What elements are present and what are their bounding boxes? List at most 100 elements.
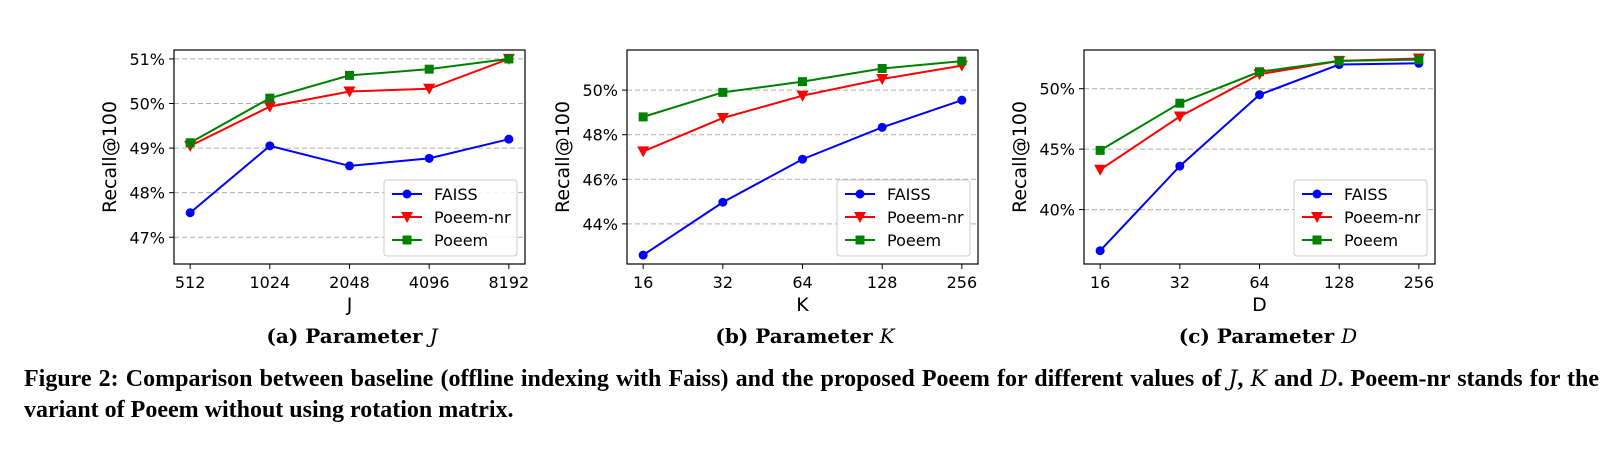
legend-label: Poeem-nr bbox=[434, 208, 511, 227]
data-point bbox=[876, 73, 889, 85]
legend-box bbox=[1293, 179, 1428, 257]
subcaption-a-param: J bbox=[429, 324, 438, 348]
series-faiss bbox=[638, 95, 967, 260]
data-point bbox=[718, 197, 728, 207]
x-tick-label: 256 bbox=[1404, 273, 1435, 292]
chart-panel-2: 40% 45% 50% 16 32 64 128 256 D Recall@100 FAISS Poe… bbox=[1009, 49, 1436, 316]
y-axis-title: Recall@100 bbox=[552, 101, 574, 213]
x-tick-label: 4096 bbox=[409, 273, 450, 292]
legend-swatch-marker bbox=[1312, 189, 1322, 199]
data-point bbox=[957, 95, 967, 105]
x-tick-label: 1024 bbox=[249, 273, 290, 292]
subcaption-b-param: K bbox=[879, 324, 895, 348]
data-point bbox=[185, 138, 195, 148]
caption-comma: , bbox=[1237, 366, 1251, 392]
plot-frame bbox=[626, 49, 979, 265]
legend-swatch-marker bbox=[1312, 235, 1322, 245]
legend-swatch-marker bbox=[402, 189, 412, 199]
data-point bbox=[638, 250, 648, 260]
caption-j: J bbox=[1228, 367, 1238, 392]
data-point bbox=[1175, 98, 1185, 108]
caption-and: and bbox=[1266, 366, 1320, 392]
y-tick-label: 49% bbox=[129, 139, 165, 158]
y-tick-label: 50% bbox=[582, 81, 618, 100]
series-poeem bbox=[1095, 55, 1424, 155]
data-point bbox=[1173, 111, 1186, 123]
y-tick-label: 46% bbox=[582, 170, 618, 189]
legend: FAISS Poeem-nr Poeem bbox=[1293, 179, 1428, 257]
series-poeem-nr bbox=[184, 53, 515, 152]
data-point bbox=[423, 83, 436, 95]
series-poeem-nr bbox=[637, 60, 968, 158]
legend-label: FAISS bbox=[1344, 185, 1388, 204]
legend-swatch-marker bbox=[401, 212, 413, 223]
y-axis-title: Recall@100 bbox=[99, 101, 121, 213]
x-tick-label: 256 bbox=[947, 273, 978, 292]
x-tick-label: 8192 bbox=[488, 273, 529, 292]
legend-box bbox=[836, 179, 971, 257]
y-tick-label: 50% bbox=[129, 95, 165, 114]
x-tick-label: 16 bbox=[1090, 273, 1110, 292]
data-point bbox=[1095, 145, 1105, 155]
y-tick-label: 48% bbox=[129, 184, 165, 203]
legend: FAISS Poeem-nr Poeem bbox=[836, 179, 971, 257]
data-point bbox=[265, 141, 275, 151]
data-point bbox=[345, 70, 354, 80]
y-tick-label: 40% bbox=[1039, 201, 1075, 220]
x-tick-label: 512 bbox=[175, 273, 206, 292]
data-point bbox=[1094, 164, 1107, 176]
x-tick-label: 64 bbox=[792, 273, 812, 292]
data-point bbox=[796, 90, 809, 102]
subcaption-b: (b) Parameter K bbox=[595, 324, 1015, 348]
x-tick-label: 64 bbox=[1249, 273, 1269, 292]
subcaption-c-param: D bbox=[1341, 324, 1358, 348]
data-point bbox=[1175, 161, 1185, 171]
legend-label: FAISS bbox=[434, 185, 478, 204]
series-poeem bbox=[638, 56, 967, 122]
data-point bbox=[265, 93, 275, 103]
x-tick-label: 128 bbox=[1324, 273, 1355, 292]
data-point bbox=[718, 87, 728, 97]
subcaption-c: (c) Parameter D bbox=[1058, 324, 1478, 348]
caption-k: K bbox=[1250, 367, 1267, 392]
x-tick-label: 128 bbox=[867, 273, 898, 292]
subcaption-a: (a) Parameter J bbox=[142, 324, 562, 348]
y-tick-label: 48% bbox=[582, 126, 618, 145]
x-axis-title: J bbox=[346, 294, 353, 316]
x-tick-label: 32 bbox=[713, 273, 733, 292]
data-point bbox=[1414, 55, 1424, 65]
caption-d: D bbox=[1319, 367, 1338, 392]
data-point bbox=[424, 64, 434, 74]
y-tick-label: 44% bbox=[582, 215, 618, 234]
x-axis-title: D bbox=[1252, 294, 1267, 316]
data-point bbox=[1334, 56, 1344, 66]
chart-panel-0: 47% 48% 49% 50% 51% 512 1024 2048 4096 8192 J Recal… bbox=[99, 49, 529, 316]
legend-swatch-marker bbox=[855, 235, 865, 245]
y-tick-label: 50% bbox=[1039, 80, 1075, 99]
legend-label: Poeem bbox=[1344, 231, 1398, 250]
legend-box bbox=[383, 179, 518, 257]
data-point bbox=[185, 208, 195, 218]
data-point bbox=[716, 112, 729, 124]
legend-swatch-marker bbox=[1311, 212, 1323, 223]
data-point bbox=[345, 161, 354, 171]
x-tick-label: 32 bbox=[1170, 273, 1190, 292]
legend-swatch-marker bbox=[854, 212, 866, 223]
legend: FAISS Poeem-nr Poeem bbox=[383, 179, 518, 257]
data-point bbox=[343, 86, 356, 98]
data-point bbox=[424, 153, 434, 163]
plot-frame bbox=[173, 49, 526, 265]
y-tick-label: 45% bbox=[1039, 140, 1075, 159]
legend-label: Poeem bbox=[887, 231, 941, 250]
data-point bbox=[504, 54, 514, 64]
data-point bbox=[1095, 246, 1105, 256]
y-tick-label: 51% bbox=[129, 50, 165, 69]
data-point bbox=[1255, 67, 1264, 77]
subcaption-c-prefix: (c) Parameter bbox=[1178, 324, 1342, 348]
data-point bbox=[637, 146, 650, 158]
data-point bbox=[877, 122, 887, 132]
subcaption-a-prefix: (a) Parameter bbox=[266, 324, 430, 348]
legend-swatch-marker bbox=[855, 189, 865, 199]
data-point bbox=[504, 134, 514, 144]
